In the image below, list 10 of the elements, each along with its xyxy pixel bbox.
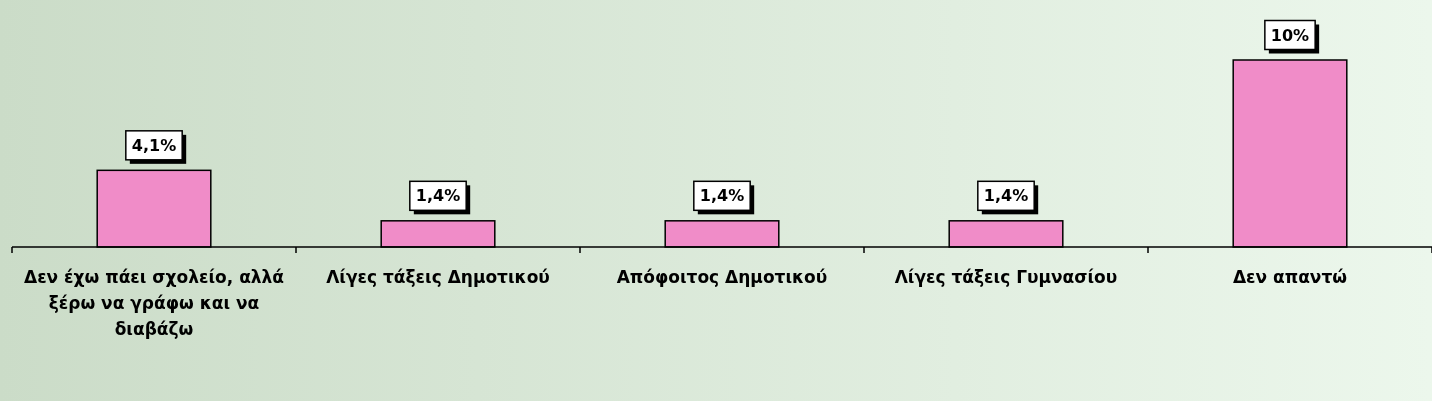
x-tick-label: Λίγες τάξεις Δημοτικού — [326, 267, 550, 287]
data-label: 1,4% — [983, 186, 1029, 206]
x-tick-label: Δεν απαντώ — [1232, 267, 1348, 287]
data-label: 1,4% — [699, 186, 745, 206]
data-label: 4,1% — [131, 135, 177, 155]
x-tick-label: Λίγες τάξεις Γυμνασίου — [894, 267, 1118, 287]
x-tick-label: Απόφοιτος Δημοτικού — [616, 267, 828, 287]
data-label: 1,4% — [415, 186, 461, 206]
data-label: 10% — [1270, 25, 1310, 45]
x-tick-label: Δεν έχω πάει σχολείο, αλλά ξέρω να γράφω και να διαβάζω — [23, 267, 285, 339]
